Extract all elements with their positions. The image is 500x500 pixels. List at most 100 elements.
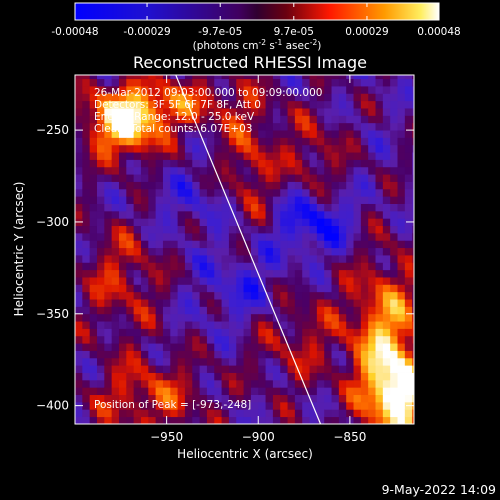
heatmap-cell <box>250 166 259 175</box>
heatmap-cell <box>302 152 310 160</box>
heatmap-cell <box>272 218 281 227</box>
heatmap-cell <box>82 262 91 271</box>
heatmap-cell <box>250 100 259 109</box>
heatmap-cell <box>221 343 230 351</box>
heatmap-cell <box>265 152 274 160</box>
x-tick-label: −900 <box>242 430 275 444</box>
heatmap-cell <box>250 335 259 344</box>
heatmap-cell <box>397 394 406 403</box>
heatmap-cell <box>397 291 406 300</box>
heatmap-cell <box>316 86 325 94</box>
heatmap-cell <box>82 335 91 344</box>
heatmap-cell <box>346 93 354 102</box>
heatmap-cell <box>199 240 208 249</box>
heatmap-cell <box>192 78 201 87</box>
heatmap-cell <box>236 100 244 109</box>
heatmap-cell <box>96 306 105 315</box>
heatmap-cell <box>258 152 266 160</box>
heatmap-cell <box>126 225 135 234</box>
heatmap-cell <box>272 174 281 182</box>
heatmap-cell <box>155 379 164 388</box>
heatmap-cell <box>243 196 252 204</box>
heatmap-cell <box>375 210 384 219</box>
heatmap-cell <box>228 115 237 124</box>
heatmap-cell <box>404 335 413 344</box>
heatmap-cell <box>206 78 215 87</box>
heatmap-cell <box>316 247 325 256</box>
heatmap-cell <box>228 240 237 249</box>
heatmap-cell <box>287 409 296 418</box>
heatmap-cell <box>177 196 186 204</box>
heatmap-cell <box>184 365 193 373</box>
heatmap-cell <box>199 188 208 197</box>
heatmap-cell <box>375 152 384 160</box>
heatmap-cell <box>324 409 332 418</box>
heatmap-cell <box>250 284 259 293</box>
heatmap-cell <box>162 86 171 94</box>
heatmap-cell <box>104 416 113 424</box>
heatmap-cell <box>302 255 310 263</box>
heatmap-cell <box>75 255 83 263</box>
heatmap-cell <box>243 144 252 153</box>
heatmap-cell <box>258 100 266 109</box>
heatmap-cell <box>148 269 157 278</box>
heatmap-cell <box>287 122 296 131</box>
heatmap-cell <box>118 247 127 256</box>
heatmap-cell <box>265 218 274 227</box>
heatmap-cell <box>368 365 376 373</box>
heatmap-cell <box>111 409 120 418</box>
heatmap-cell <box>390 372 398 381</box>
heatmap-cell <box>287 284 296 293</box>
heatmap-cell <box>324 75 332 80</box>
heatmap-cell <box>404 137 413 146</box>
heatmap-cell <box>111 291 120 300</box>
heatmap-cell <box>221 277 230 285</box>
heatmap-cell <box>236 394 244 403</box>
heatmap-cell <box>302 299 310 307</box>
heatmap-cell <box>309 203 318 212</box>
heatmap-cell <box>316 350 325 359</box>
heatmap-cell <box>397 284 406 293</box>
heatmap-cell <box>236 240 244 249</box>
heatmap-cell <box>360 196 369 204</box>
heatmap-cell <box>324 174 332 182</box>
heatmap-cell <box>360 232 369 241</box>
heatmap-cell <box>118 137 127 146</box>
heatmap-cell <box>214 357 222 366</box>
heatmap-cell <box>170 86 179 94</box>
heatmap-cell <box>148 130 157 138</box>
heatmap-cell <box>192 306 201 315</box>
heatmap-cell <box>155 372 164 381</box>
heatmap-cell <box>404 313 413 322</box>
heatmap-cell <box>140 306 149 315</box>
heatmap-cell <box>126 291 135 300</box>
heatmap-cell <box>162 277 171 285</box>
heatmap-cell <box>412 159 414 168</box>
heatmap-cell <box>192 203 201 212</box>
heatmap-cell <box>192 196 201 204</box>
heatmap-cell <box>375 343 384 351</box>
heatmap-cell <box>111 196 120 204</box>
heatmap-cell <box>353 122 362 131</box>
heatmap-cell <box>199 86 208 94</box>
heatmap-cell <box>104 86 113 94</box>
heatmap-cell <box>184 372 193 381</box>
heatmap-cell <box>221 372 230 381</box>
heatmap-cell <box>126 350 135 359</box>
heatmap-cell <box>170 357 179 366</box>
heatmap-cell <box>236 291 244 300</box>
heatmap-cell <box>82 203 91 212</box>
heatmap-cell <box>316 335 325 344</box>
heatmap-cell <box>272 357 281 366</box>
heatmap-cell <box>221 262 230 271</box>
heatmap-cell <box>309 291 318 300</box>
heatmap-cell <box>214 299 222 307</box>
heatmap-cell <box>309 299 318 307</box>
heatmap-cell <box>177 100 186 109</box>
heatmap-cell <box>324 188 332 197</box>
heatmap-cell <box>360 137 369 146</box>
heatmap-cell <box>236 181 244 190</box>
heatmap-cell <box>177 159 186 168</box>
heatmap-cell <box>280 152 288 160</box>
heatmap-cell <box>382 416 391 424</box>
